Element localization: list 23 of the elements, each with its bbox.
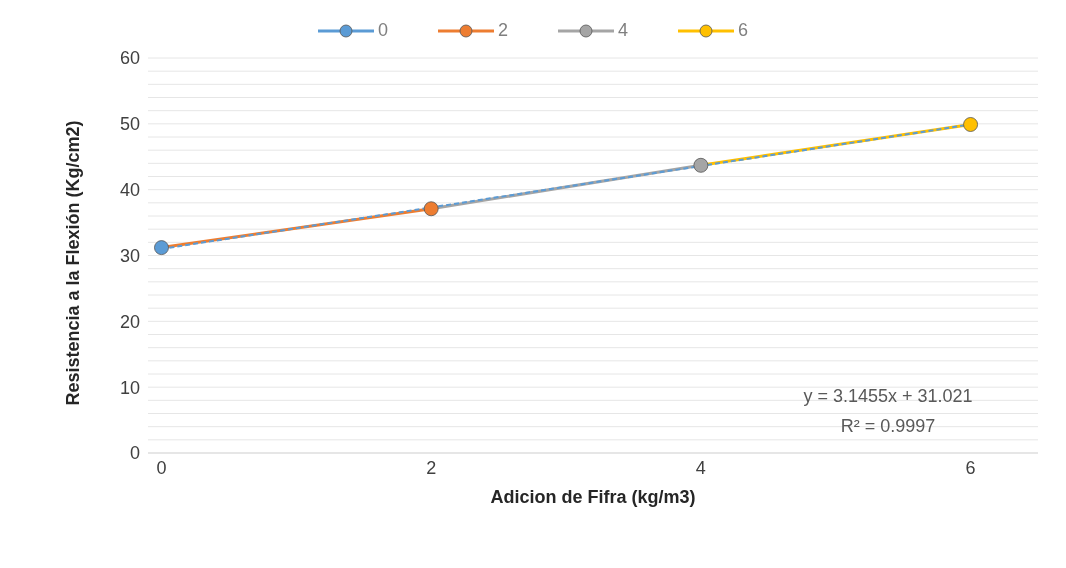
annotation: y = 3.1455x + 31.021 xyxy=(802,386,974,407)
point xyxy=(963,117,978,132)
x-tick-label: 0 xyxy=(156,457,167,478)
x-tick-label: 4 xyxy=(695,457,706,478)
y-tick-label: 50 xyxy=(119,114,140,135)
legend-label: 4 xyxy=(618,20,629,41)
legend-label: 0 xyxy=(377,20,388,41)
point xyxy=(154,240,169,255)
annotation: R² = 0.9997 xyxy=(839,416,937,437)
y-tick-label: 0 xyxy=(129,443,140,464)
y-axis-title: Resistencia a la Flexión (Kg/cm2) xyxy=(63,120,84,406)
legend-label: 6 xyxy=(738,20,749,41)
y-tick-label: 40 xyxy=(119,180,140,201)
y-tick-label: 60 xyxy=(119,48,140,69)
y-tick-label: 20 xyxy=(119,311,140,332)
y-tick-label: 10 xyxy=(119,377,140,398)
x-tick-label: 2 xyxy=(426,457,437,478)
point xyxy=(423,201,439,217)
x-tick-label: 6 xyxy=(965,457,976,478)
legend-label: 2 xyxy=(497,20,508,41)
point xyxy=(693,157,709,173)
x-axis-title: Adicion de Fifra (kg/m3) xyxy=(490,487,696,507)
y-tick-label: 30 xyxy=(119,245,140,266)
